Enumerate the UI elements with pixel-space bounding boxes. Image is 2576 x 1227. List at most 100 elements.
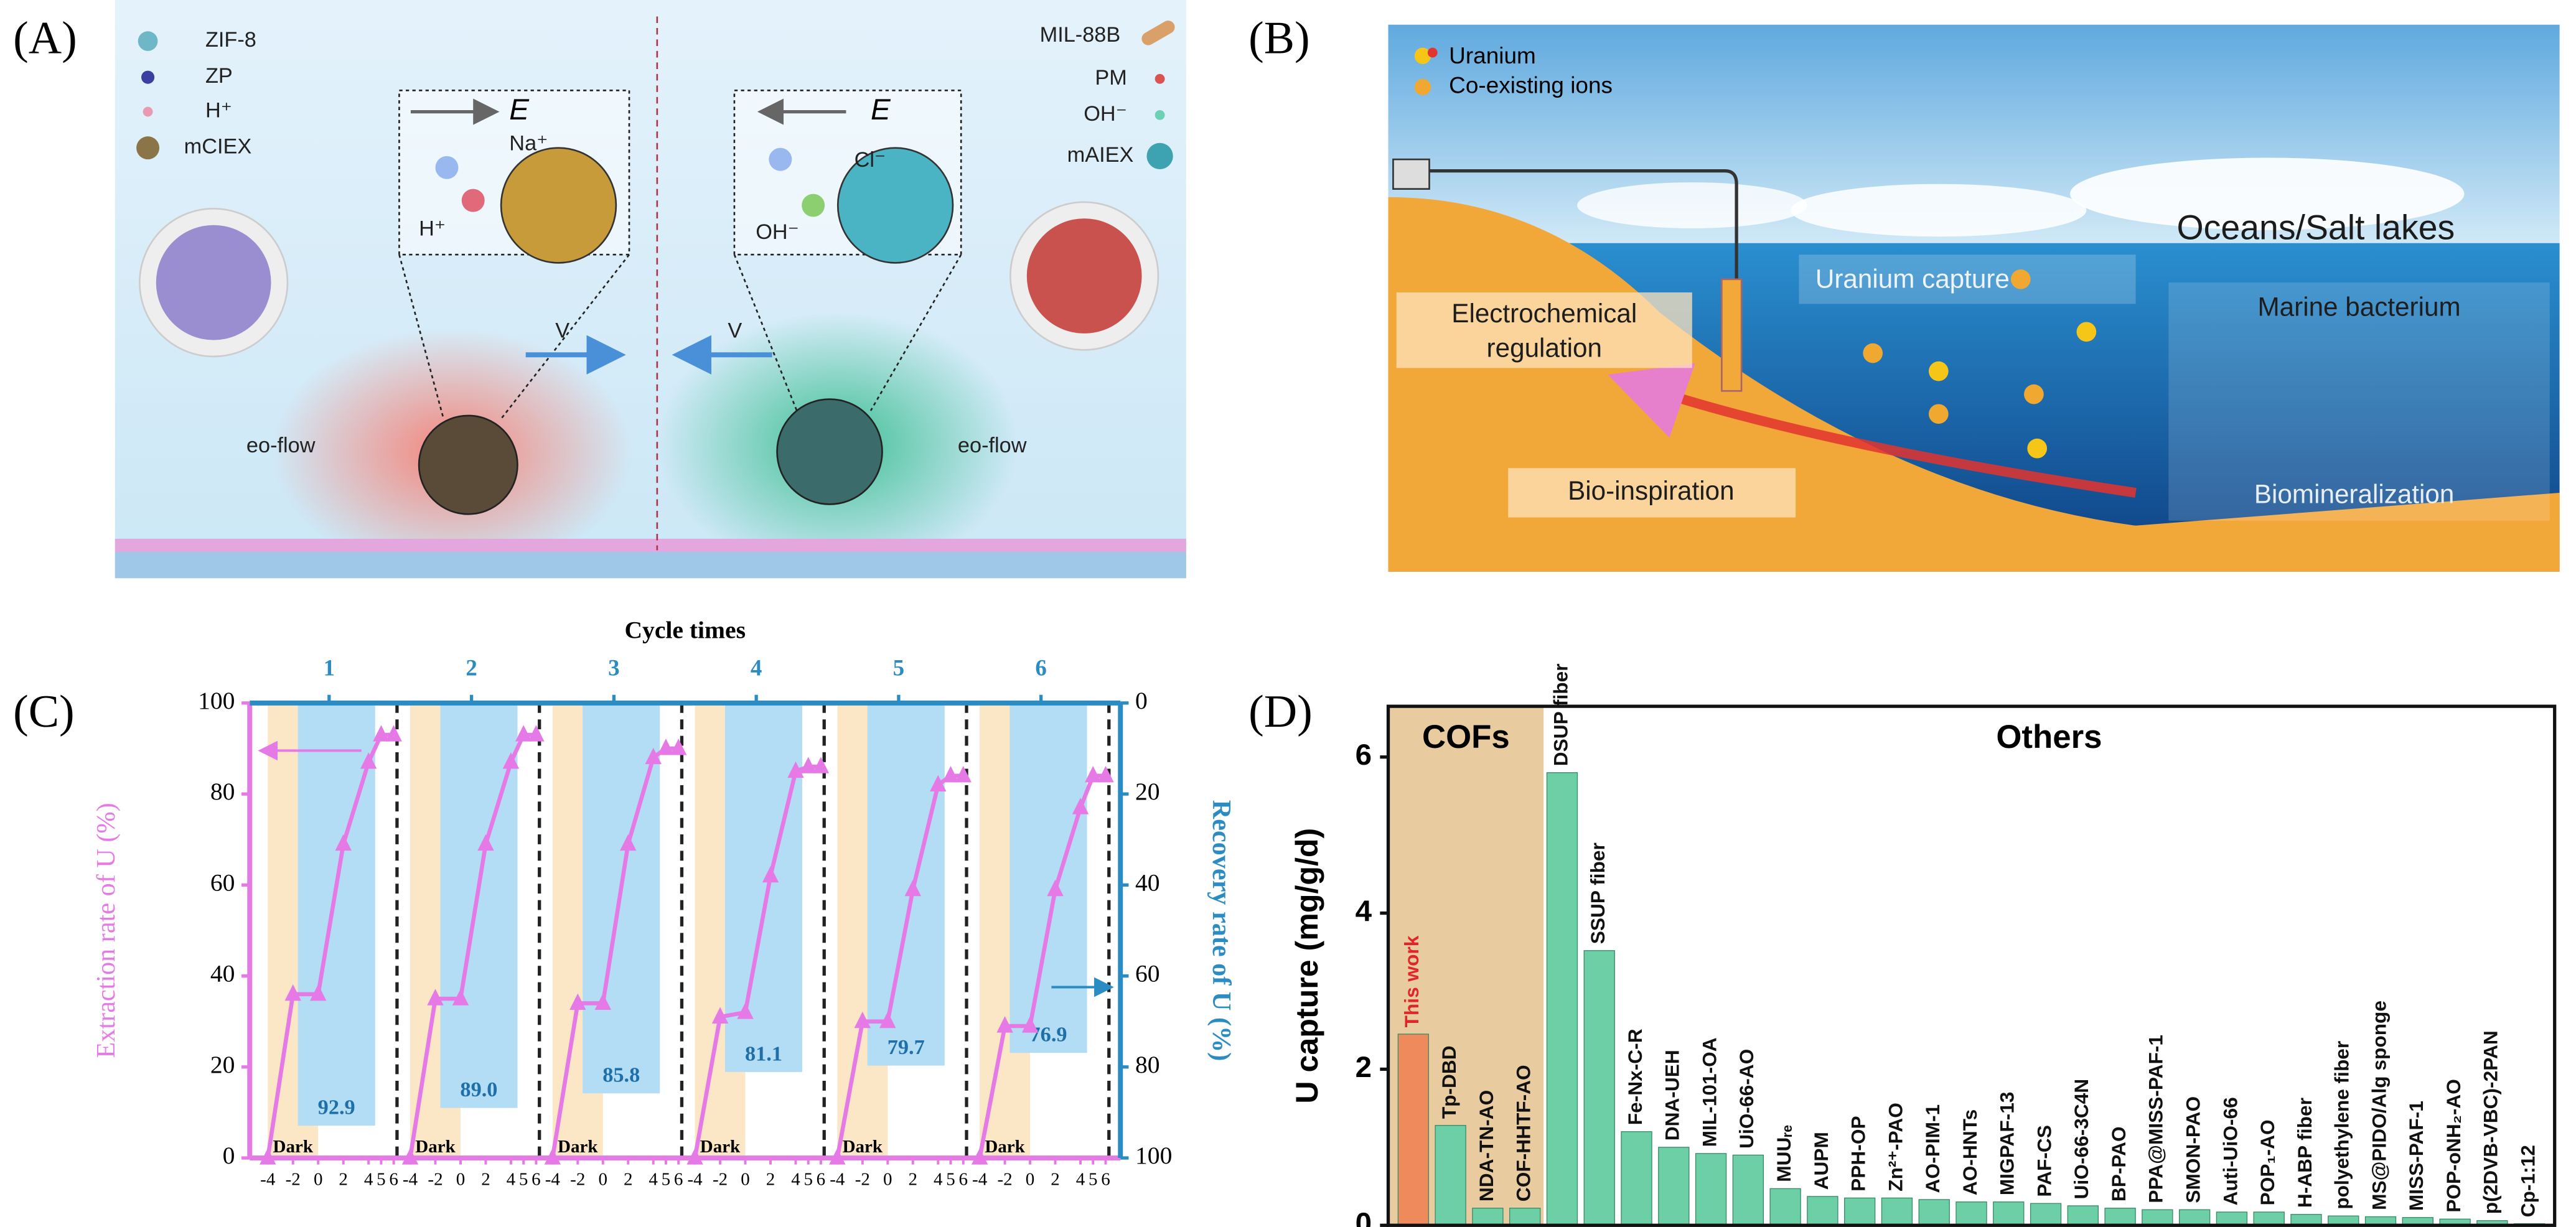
legend-icon (1155, 73, 1165, 84)
group-label: Others (1996, 719, 2102, 755)
bar-label: MUUᵣₑ (1773, 1125, 1795, 1182)
channel-wall (115, 552, 1186, 579)
x-tick-label: -2 (713, 1170, 728, 1190)
extraction-point (657, 739, 675, 755)
bar (1583, 950, 1615, 1226)
extraction-point (1085, 766, 1102, 783)
x-tick-label: 4 (791, 1170, 800, 1190)
x-tick-label: 2 (481, 1170, 490, 1190)
ion-label: H⁺ (419, 217, 446, 241)
bar-label: DSUP fiber (1549, 663, 1571, 766)
legend-label: mCIEX (184, 135, 252, 159)
x-tick-label: 0 (1026, 1170, 1035, 1190)
top-tick-label: 6 (1035, 655, 1046, 681)
legend-icon (136, 136, 160, 160)
panel-label: (C) (13, 686, 75, 737)
channel-wall (115, 538, 1186, 553)
legend-icon (1155, 110, 1165, 120)
x-tick-label: -4 (972, 1170, 988, 1190)
bar (1435, 1125, 1466, 1226)
x-tick-label: -4 (260, 1170, 276, 1190)
legend-label: OH⁻ (1084, 102, 1127, 126)
panel-a: (A) ZIF-8 ZP H⁺ mCIEX MIL-88B PM OH⁻ mAI… (13, 0, 1186, 579)
panel-label: (B) (1248, 12, 1310, 63)
top-axis-title: Cycle times (624, 616, 746, 643)
flow-label: eo-flow (958, 434, 1027, 457)
recovery-bar (297, 702, 375, 1126)
x-tick-label: 5 (946, 1170, 955, 1190)
bar (1769, 1188, 1801, 1226)
cloud (1791, 184, 2087, 237)
y2-tick-label: 100 (1135, 1142, 1172, 1169)
legend-label: ZP (205, 64, 233, 88)
bar-label: SMON-PAO (2182, 1096, 2204, 1203)
bar-label: Tp-DBD (1438, 1045, 1460, 1119)
legend-label: MIL-88B (1040, 23, 1121, 47)
zoom-line (500, 254, 630, 420)
y-tick-label: 0 (223, 1142, 235, 1169)
biomineralization-label: Biomineralization (2254, 479, 2454, 508)
y2-tick-label: 0 (1135, 687, 1148, 714)
battery (1392, 158, 1430, 190)
plot-frame (1386, 704, 2557, 1227)
dark-label: Dark (273, 1137, 313, 1157)
recovery-bar (867, 702, 945, 1066)
x-tick-label: -2 (286, 1170, 301, 1190)
bar-label: MIGPAF-13 (1996, 1092, 2018, 1196)
ion (461, 189, 485, 212)
x-tick-label: -4 (830, 1170, 845, 1190)
bar-label: MIL-101-OA (1698, 1037, 1720, 1147)
x-tick-label: 6 (958, 1170, 968, 1190)
x-tick-label: 0 (314, 1170, 323, 1190)
ion-label: Na⁺ (509, 131, 548, 155)
bar (1509, 1208, 1541, 1226)
x-tick-label: -2 (855, 1170, 870, 1190)
extraction-point (620, 834, 637, 851)
x-tick-label: -2 (570, 1170, 585, 1190)
bar-label: POP-oNH₂-AO (2442, 1079, 2465, 1213)
uranium (2076, 322, 2097, 342)
legend-icon (1141, 21, 1175, 45)
bar-label: NDA-TN-AO (1475, 1090, 1497, 1201)
dark-label: Dark (558, 1137, 598, 1157)
x-tick-label: -4 (403, 1170, 418, 1190)
x-tick-label: 0 (741, 1170, 750, 1190)
bar-label: UiO-66-AO (1735, 1049, 1758, 1149)
x-tick-label: 4 (649, 1170, 658, 1190)
legend-label: Co-existing ions (1449, 73, 1613, 98)
x-tick-label: -2 (998, 1170, 1013, 1190)
legend-icon (1427, 47, 1438, 58)
x-tick-label: 0 (883, 1170, 892, 1190)
y2-tick-label: 20 (1135, 778, 1160, 805)
legend-label: Uranium (1449, 43, 1536, 68)
particle (418, 414, 518, 515)
bar (2216, 1211, 2248, 1226)
extraction-point (1072, 798, 1089, 814)
extraction-point (711, 1007, 729, 1024)
bar (1695, 1153, 1727, 1226)
bar-label: Cp-1:12 (2516, 1145, 2539, 1217)
y2-tick-label: 60 (1135, 960, 1160, 987)
x-tick-label: 6 (1101, 1170, 1110, 1190)
x-tick-label: 2 (1051, 1170, 1060, 1190)
y-tick-label: 6 (1356, 739, 1372, 772)
x-tick-label: -2 (428, 1170, 443, 1190)
extraction-point (1097, 766, 1114, 783)
ion (2024, 384, 2044, 404)
extraction-point (942, 766, 959, 783)
velocity-label: V (555, 319, 569, 342)
x-tick-label: 2 (624, 1170, 633, 1190)
x-tick-label: 4 (507, 1170, 516, 1190)
wire (1429, 169, 1738, 283)
recovery-label: 81.1 (745, 1042, 782, 1065)
magnified-particle (156, 225, 271, 340)
particle (500, 147, 617, 264)
dark-label: Dark (700, 1137, 741, 1157)
legend-icon (138, 31, 158, 51)
y-tick-label: 40 (210, 960, 235, 987)
regulation-label: Electrochemical (1451, 299, 1637, 328)
extraction-point (955, 766, 972, 783)
bar-label: polyethylene fiber (2331, 1041, 2353, 1210)
extraction-point (373, 725, 390, 742)
